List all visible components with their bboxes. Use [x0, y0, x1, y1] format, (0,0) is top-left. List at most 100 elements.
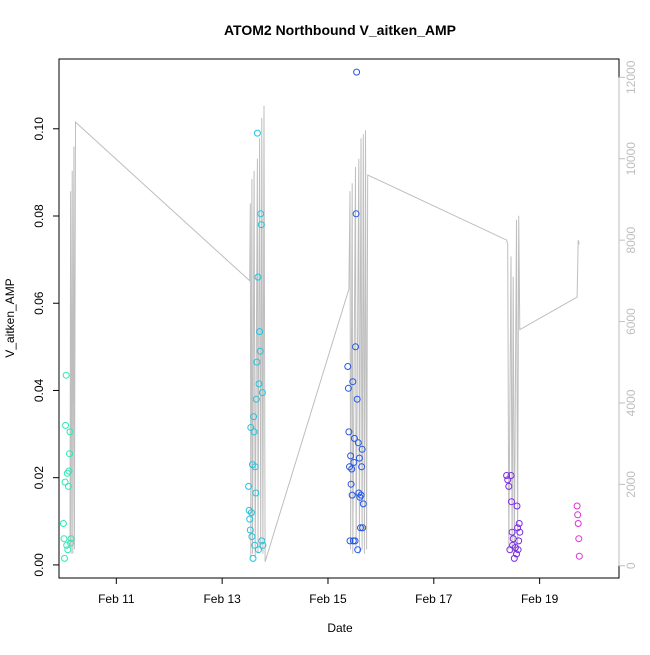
data-point-series-2	[344, 384, 352, 392]
x-tick-label: Feb 15	[309, 592, 347, 606]
data-point-series-1	[247, 509, 255, 517]
y2-tick-label: 10000	[624, 142, 638, 176]
data-point-series-3	[514, 546, 522, 554]
x-tick-label: Feb 19	[521, 592, 559, 606]
data-point-series-2	[348, 491, 356, 499]
x-tick-label: Feb 17	[415, 592, 453, 606]
data-point-series-3	[503, 472, 511, 479]
data-point-series-1	[258, 389, 266, 397]
data-point-series-2	[358, 463, 366, 471]
data-point-series-2	[345, 428, 353, 436]
y-axis: 0.00 0.02 0.04 0.06 0.08 0.10	[32, 117, 60, 577]
points-layer	[59, 68, 583, 562]
data-point-series-0	[66, 428, 74, 436]
y2-axis: 0 2000 4000 6000 8000 10000 12000	[618, 60, 638, 569]
y-tick-label: 0.06	[32, 291, 46, 315]
data-point-series-0	[62, 421, 70, 429]
data-point-series-0	[60, 535, 68, 543]
data-point-series-2	[358, 445, 366, 453]
data-point-series-1	[245, 482, 253, 490]
data-point-series-1	[252, 395, 260, 403]
data-point-series-1	[258, 537, 266, 545]
data-point-series-1	[250, 413, 258, 421]
data-point-series-0	[67, 539, 75, 547]
data-point-series-1	[255, 546, 262, 554]
data-point-series-2	[352, 210, 360, 218]
y-tick-label: 0.08	[32, 204, 46, 228]
data-point-series-2	[359, 500, 367, 508]
data-point-series-2	[354, 439, 362, 447]
y2-tick-label: 8000	[624, 226, 638, 253]
data-point-series-1	[251, 463, 259, 471]
data-point-series-1	[252, 489, 260, 497]
y-axis-label: V_aitken_AMP	[3, 278, 17, 357]
data-point-series-2	[350, 458, 358, 466]
data-point-series-2	[355, 489, 363, 497]
data-point-series-2	[359, 524, 367, 532]
data-point-series-1	[257, 210, 265, 218]
data-point-series-1	[250, 428, 258, 436]
data-point-series-3	[504, 476, 512, 484]
data-point-series-2	[353, 68, 361, 76]
data-point-series-2	[352, 343, 359, 351]
data-point-series-2	[350, 434, 358, 442]
data-point-series-2	[351, 537, 359, 545]
data-point-series-2	[354, 546, 362, 554]
data-point-series-1	[253, 358, 261, 366]
data-point-series-0	[67, 535, 75, 543]
data-point-series-0	[66, 450, 73, 458]
secondary-series-line	[69, 105, 580, 562]
y-tick-label: 0.02	[32, 466, 46, 490]
data-point-series-0	[65, 467, 73, 475]
y2-tick-label: 2000	[624, 471, 638, 498]
data-point-series-0	[64, 546, 72, 554]
data-point-series-1	[257, 221, 265, 229]
x-tick-label: Feb 13	[203, 592, 241, 606]
data-point-series-0	[59, 520, 67, 527]
data-point-series-3	[514, 524, 522, 532]
data-point-series-3	[513, 502, 521, 510]
data-point-series-0	[63, 541, 71, 549]
data-point-series-3	[515, 520, 523, 527]
data-point-series-3	[508, 498, 515, 506]
data-point-series-1	[254, 273, 262, 281]
data-point-series-0	[61, 478, 69, 486]
data-point-series-3	[515, 537, 523, 545]
y2-tick-label: 12000	[624, 60, 638, 94]
x-tick-label: Feb 11	[98, 592, 135, 606]
data-point-series-4	[574, 520, 582, 527]
data-point-series-1	[245, 506, 253, 514]
data-point-series-3	[516, 528, 524, 536]
y2-tick-label: 4000	[624, 389, 638, 416]
data-point-series-2	[349, 378, 357, 386]
y2-tick-label: 6000	[624, 308, 638, 335]
data-point-series-4	[575, 552, 583, 560]
data-point-series-2	[344, 363, 352, 370]
data-point-series-1	[259, 541, 267, 549]
data-point-series-2	[348, 465, 356, 473]
data-point-series-2	[357, 524, 364, 532]
data-point-series-1	[256, 328, 264, 336]
data-point-series-1	[246, 526, 254, 534]
data-point-series-2	[346, 537, 354, 545]
data-point-series-1	[255, 380, 263, 388]
data-point-series-1	[251, 541, 259, 549]
chart-title: ATOM2 Northbound V_aitken_AMP	[224, 22, 456, 38]
data-point-series-3	[513, 550, 520, 558]
data-point-series-4	[574, 511, 582, 519]
data-point-series-0	[62, 371, 70, 379]
data-point-series-0	[63, 469, 71, 477]
data-point-series-3	[507, 472, 515, 479]
y-tick-label: 0.04	[32, 378, 46, 402]
data-point-series-3	[508, 528, 516, 536]
data-point-series-0	[61, 554, 68, 562]
x-axis: Feb 11 Feb 13 Feb 15 Feb 17 Feb 19	[98, 577, 559, 606]
x-axis-label: Date	[327, 621, 353, 635]
data-point-series-1	[249, 554, 257, 562]
data-point-series-2	[346, 463, 353, 471]
data-point-series-2	[357, 491, 365, 499]
data-point-series-1	[247, 424, 255, 431]
data-point-series-3	[510, 554, 518, 562]
